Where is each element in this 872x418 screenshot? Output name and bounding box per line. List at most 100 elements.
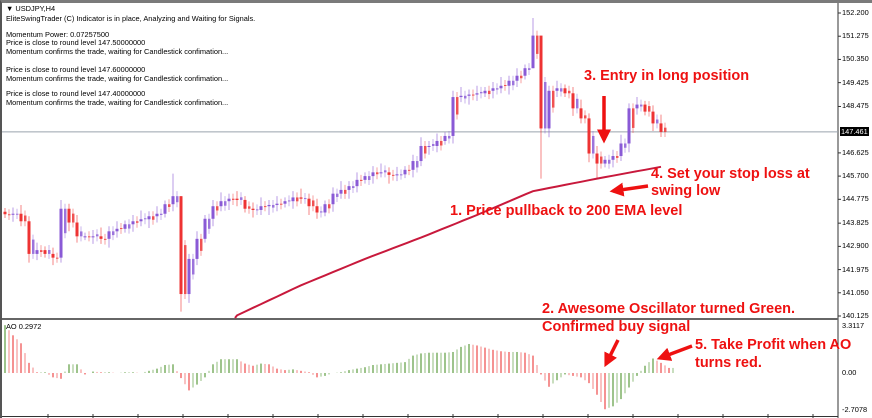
candle-body	[587, 118, 591, 154]
candle-body	[403, 169, 407, 175]
candle	[379, 163, 387, 178]
candle	[75, 215, 83, 243]
candle-body	[139, 219, 143, 222]
candle-body	[539, 35, 543, 129]
candle-body	[560, 88, 563, 92]
candle-body	[488, 90, 491, 95]
candle-body	[147, 216, 151, 220]
candle-body	[304, 198, 307, 200]
candle-body	[584, 115, 587, 119]
candle-body	[16, 213, 19, 215]
candle	[427, 138, 435, 155]
candle-body	[579, 108, 583, 119]
price-tick-label: 144.775	[842, 194, 869, 204]
annotation-entry: 3. Entry in long position	[584, 68, 750, 84]
candle	[251, 202, 259, 218]
candle-body	[336, 193, 339, 197]
candle-body	[240, 197, 243, 200]
candle-body	[8, 214, 11, 216]
candle	[187, 253, 195, 303]
candle	[491, 82, 499, 99]
candle-body	[144, 218, 147, 220]
candle	[611, 149, 619, 168]
candle-body	[136, 221, 139, 223]
candle-body	[67, 208, 71, 223]
ao-tick-label: -2.7078	[842, 405, 868, 414]
candle-body	[411, 161, 415, 170]
candle	[291, 191, 299, 209]
candle-body	[264, 206, 267, 208]
ema-200-line	[234, 165, 662, 319]
price-tick-label: 150.350	[842, 54, 869, 64]
take-profit-arrow	[656, 344, 693, 361]
candle	[211, 199, 219, 227]
candle-body	[232, 198, 235, 200]
candle-body	[64, 208, 67, 234]
candle-body	[256, 209, 259, 211]
candle-body	[168, 204, 171, 207]
candle-body	[371, 172, 375, 177]
candle-body	[323, 204, 327, 213]
ao-signal-arrow	[604, 339, 620, 368]
indicator-message: Momentum Power: 0.07257500	[6, 30, 110, 39]
candle-body	[96, 234, 99, 237]
candle	[643, 100, 651, 117]
candle-body	[112, 231, 115, 236]
candle	[515, 68, 523, 88]
candle	[267, 199, 275, 215]
candle-body	[200, 238, 203, 251]
candle	[651, 105, 659, 131]
candle	[483, 85, 491, 100]
candle-body	[128, 224, 131, 229]
candle	[603, 154, 611, 169]
candle-body	[424, 145, 427, 154]
pane-separator	[2, 318, 838, 320]
candle-body	[11, 213, 15, 215]
candle-body	[632, 108, 635, 128]
candle-body	[275, 203, 279, 205]
candle-body	[616, 156, 619, 158]
candle-body	[651, 111, 655, 124]
candle	[83, 231, 91, 242]
candle-body	[24, 215, 27, 222]
dropdown-triangle-icon[interactable]: ▼	[6, 4, 14, 13]
candle-body	[195, 238, 199, 259]
candle-body	[387, 172, 391, 175]
candle-body	[507, 80, 511, 86]
candle	[99, 227, 107, 245]
candle-body	[320, 211, 323, 213]
candle	[627, 103, 635, 153]
annotation-take-profit-2: turns red.	[695, 355, 762, 371]
candle-body	[576, 98, 579, 109]
candle	[619, 134, 627, 162]
candle	[459, 87, 467, 104]
candle-body	[272, 204, 275, 208]
candle-body	[155, 213, 159, 217]
candle-body	[384, 170, 387, 173]
candle	[219, 192, 227, 212]
candle-body	[360, 179, 363, 181]
candle	[59, 199, 67, 263]
candle-body	[523, 68, 527, 76]
candle	[419, 137, 427, 167]
candle-body	[603, 159, 607, 164]
candle-body	[363, 176, 367, 180]
candle	[371, 166, 379, 184]
candle-body	[248, 206, 251, 209]
candle	[43, 244, 51, 259]
candle-body	[531, 35, 535, 69]
candle	[339, 181, 347, 199]
candle-body	[184, 245, 187, 295]
candle-body	[187, 258, 191, 295]
candle-body	[171, 196, 175, 205]
candle-body	[528, 68, 531, 70]
candle-body	[624, 143, 627, 148]
candle-body	[656, 119, 659, 124]
candle-body	[536, 35, 539, 54]
candle-body	[451, 97, 455, 136]
candle-body	[547, 90, 551, 129]
candle	[595, 145, 603, 179]
candle-body	[408, 169, 411, 171]
candle-body	[51, 253, 55, 258]
